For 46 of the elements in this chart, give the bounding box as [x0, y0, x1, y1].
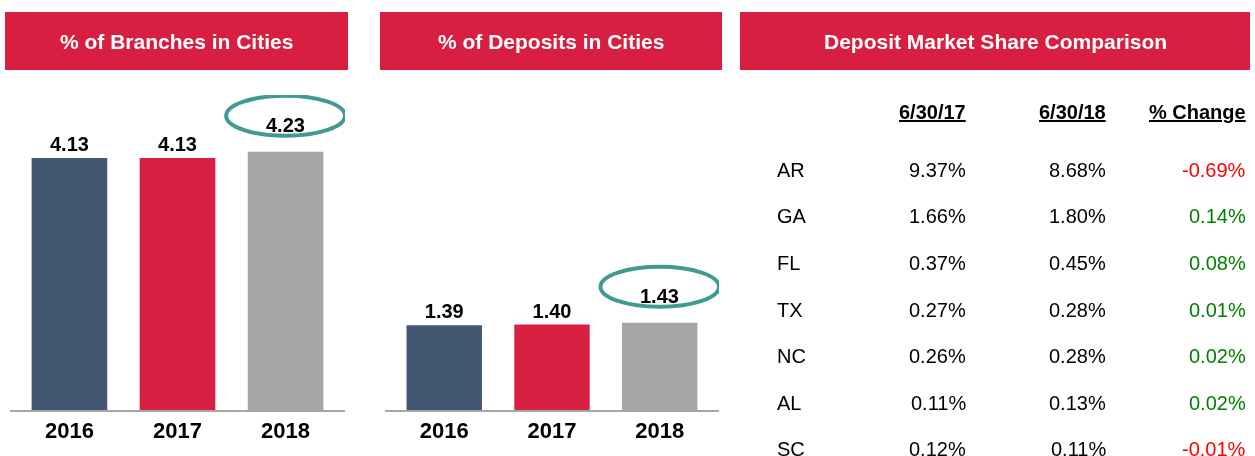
data-label: 1.40 [532, 299, 572, 322]
category-label: GA [777, 205, 807, 227]
data-label: 0.37% [909, 252, 966, 274]
data-label: 0.11% [911, 392, 967, 414]
data-label: 0.13% [1049, 392, 1106, 414]
data-label: 4.13 [49, 132, 89, 155]
data-label: 0.11% [1051, 438, 1107, 456]
chart-title: % of Branches in Cities [60, 30, 294, 53]
category-label: NC [777, 345, 806, 367]
data-label: 0.28% [1049, 345, 1106, 367]
data-label: -0.69% [1182, 159, 1246, 181]
x-tick-label: 2016 [419, 418, 469, 444]
chart-title: % of Deposits in Cities [438, 30, 665, 53]
data-label: 0.28% [1049, 299, 1106, 321]
data-label: 0.45% [1049, 252, 1106, 274]
x-tick-label: 2017 [153, 418, 202, 444]
data-label: 8.68% [1049, 159, 1106, 181]
x-tick-label: 2016 [44, 418, 94, 444]
data-label: 1.39 [424, 300, 464, 323]
category-label: AL [777, 392, 802, 414]
data-label: 1.80% [1049, 205, 1106, 227]
data-label: 4.13 [158, 132, 197, 155]
data-label: 0.08% [1189, 252, 1246, 274]
data-label: 0.02% [1189, 345, 1246, 367]
x-tick-label: 2017 [527, 418, 577, 444]
text: Deposit Market Share Comparison [824, 30, 1168, 53]
data-label: 0.27% [909, 299, 966, 321]
x-tick-label: 2018 [261, 418, 311, 444]
text: % Change [1149, 101, 1246, 123]
category-label: SC [777, 438, 805, 456]
category-label: TX [777, 299, 803, 321]
data-label: -0.01% [1182, 438, 1246, 456]
data-label: 0.01% [1189, 299, 1246, 321]
annotation: 1.43 [640, 285, 679, 307]
data-label: 0.02% [1189, 392, 1246, 414]
legend-label: 6/30/18 [1039, 101, 1106, 123]
x-tick-label: 2018 [635, 418, 685, 444]
data-label: 1.66% [909, 205, 966, 227]
data-label: 9.37% [909, 159, 966, 181]
legend-label: 6/30/17 [899, 101, 966, 123]
category-label: AR [777, 159, 805, 181]
data-label: 0.26% [909, 345, 966, 367]
category-label: FL [777, 252, 801, 274]
annotation: 4.23 [266, 114, 305, 136]
data-label: 0.12% [909, 438, 966, 456]
data-label: 0.14% [1189, 205, 1246, 227]
